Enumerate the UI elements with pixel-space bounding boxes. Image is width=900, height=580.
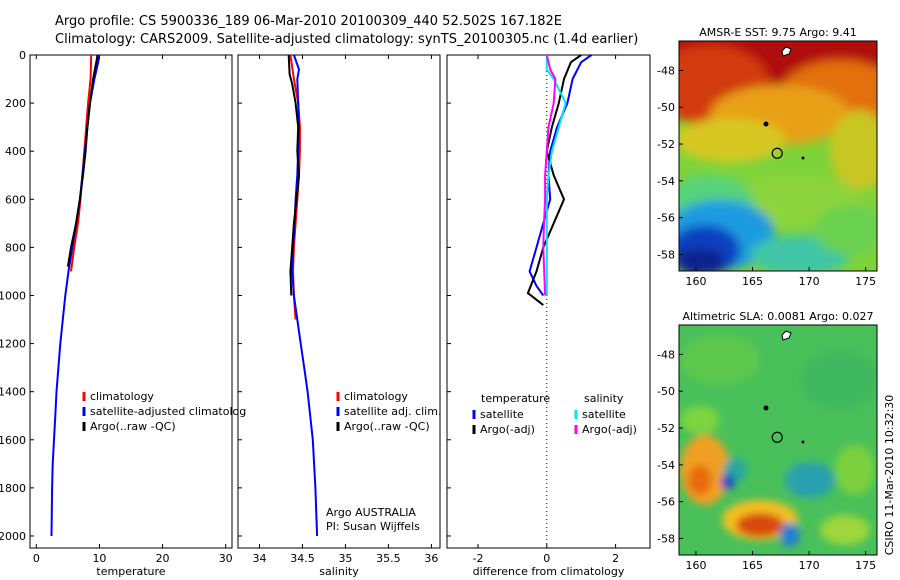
y-tick-label: 200 <box>5 97 26 110</box>
series-line-2-2 <box>291 54 319 537</box>
y-tick-label: 0 <box>19 49 26 62</box>
legend-header: salinity <box>584 392 624 405</box>
x-tick-label: 175 <box>855 275 876 288</box>
x-axis-label: salinity <box>319 565 359 578</box>
y-tick-label: -56 <box>657 496 675 509</box>
y-tick-label: -54 <box>657 459 675 472</box>
x-tick-label: 10 <box>92 552 106 565</box>
y-tick-label: -52 <box>657 138 675 151</box>
y-tick-label: -56 <box>657 212 675 225</box>
series-line-1-3 <box>66 54 99 267</box>
island-shape <box>763 405 769 411</box>
series-line-2-3 <box>287 54 300 296</box>
x-tick-label: 170 <box>799 275 820 288</box>
legend-entry: satellite <box>480 408 524 421</box>
sla-map-field <box>679 325 877 555</box>
y-tick-label: 800 <box>5 241 26 254</box>
plot-frame-1 <box>29 54 233 549</box>
y-tick-label: -48 <box>657 64 675 77</box>
x-axis-label: difference from climatology <box>473 565 625 578</box>
island-shape <box>763 121 769 127</box>
legend-entry: Argo(..raw -QC) <box>90 420 176 433</box>
legend-entry: Argo(..raw -QC) <box>344 420 430 433</box>
legend-entry: Argo(-adj) <box>582 423 637 436</box>
x-tick-label: -2 <box>472 552 483 565</box>
header-line2: Climatology: CARS2009. Satellite-adjuste… <box>55 32 638 47</box>
series-line-3-3 <box>545 55 567 296</box>
y-tick-label: 1000 <box>0 289 26 302</box>
y-tick-label: 1200 <box>0 338 26 351</box>
argo-profile-marker <box>771 147 783 159</box>
x-tick-label: 2 <box>612 552 619 565</box>
y-tick-label: -58 <box>657 532 675 545</box>
map-frame <box>678 324 878 556</box>
timestamp-stamp: CSIRO 11-Mar-2010 10:32:30 <box>883 395 896 556</box>
map-frame <box>678 40 878 272</box>
y-tick-label: 1600 <box>0 434 26 447</box>
y-tick-label: 1800 <box>0 482 26 495</box>
y-tick-label: -50 <box>657 385 675 398</box>
island-shape <box>781 330 792 341</box>
x-tick-label: 160 <box>685 275 706 288</box>
x-tick-label: 34 <box>252 552 266 565</box>
island-shape <box>801 156 805 160</box>
y-tick-label: -52 <box>657 422 675 435</box>
y-tick-label: 600 <box>5 193 26 206</box>
island-shape <box>801 440 805 444</box>
x-tick-label: 175 <box>855 559 876 572</box>
credit-agency: Argo AUSTRALIA <box>326 506 416 519</box>
header-line1: Argo profile: CS 5900336_189 06-Mar-2010… <box>55 14 562 29</box>
map-title: Altimetric SLA: 0.0081 Argo: 0.027 <box>682 310 873 323</box>
x-tick-label: 35 <box>338 552 352 565</box>
y-tick-label: 400 <box>5 145 26 158</box>
x-tick-label: 165 <box>742 275 763 288</box>
y-tick-label: -50 <box>657 101 675 114</box>
y-tick-label: 2000 <box>0 530 26 543</box>
island-shape <box>781 46 792 57</box>
legend-entry: satellite adj. clim. <box>344 405 441 418</box>
x-tick-label: 34.5 <box>290 552 315 565</box>
x-tick-label: 20 <box>156 552 170 565</box>
x-tick-label: 36 <box>424 552 438 565</box>
legend-entry: climatology <box>90 390 154 403</box>
legend-entry: Argo(-adj) <box>480 423 535 436</box>
x-tick-label: 170 <box>799 559 820 572</box>
map-title: AMSR-E SST: 9.75 Argo: 9.41 <box>699 26 857 39</box>
series-line-1-2 <box>50 54 101 537</box>
x-tick-label: 165 <box>742 559 763 572</box>
series-line-3-2 <box>526 54 582 306</box>
y-tick-label: -48 <box>657 348 675 361</box>
x-tick-label: 160 <box>685 559 706 572</box>
series-line-3-4 <box>542 54 557 296</box>
sst-map-field <box>679 41 877 271</box>
x-tick-label: 0 <box>33 552 40 565</box>
legend-entry: satellite-adjusted climatolog <box>90 405 246 418</box>
argo-profile-marker <box>771 431 783 443</box>
y-tick-label: -54 <box>657 175 675 188</box>
legend-header: temperature <box>481 392 550 405</box>
y-tick-label: -58 <box>657 248 675 261</box>
x-tick-label: 30 <box>219 552 233 565</box>
x-tick-label: 35.5 <box>376 552 401 565</box>
x-axis-label: temperature <box>96 565 165 578</box>
legend-entry: climatology <box>344 390 408 403</box>
plot-frame-2 <box>237 54 441 549</box>
plot-frame-3 <box>446 54 651 549</box>
credit-pi: PI: Susan Wijffels <box>326 520 420 533</box>
legend-entry: satellite <box>582 408 626 421</box>
y-tick-label: 1400 <box>0 386 26 399</box>
x-tick-label: 0 <box>543 552 550 565</box>
